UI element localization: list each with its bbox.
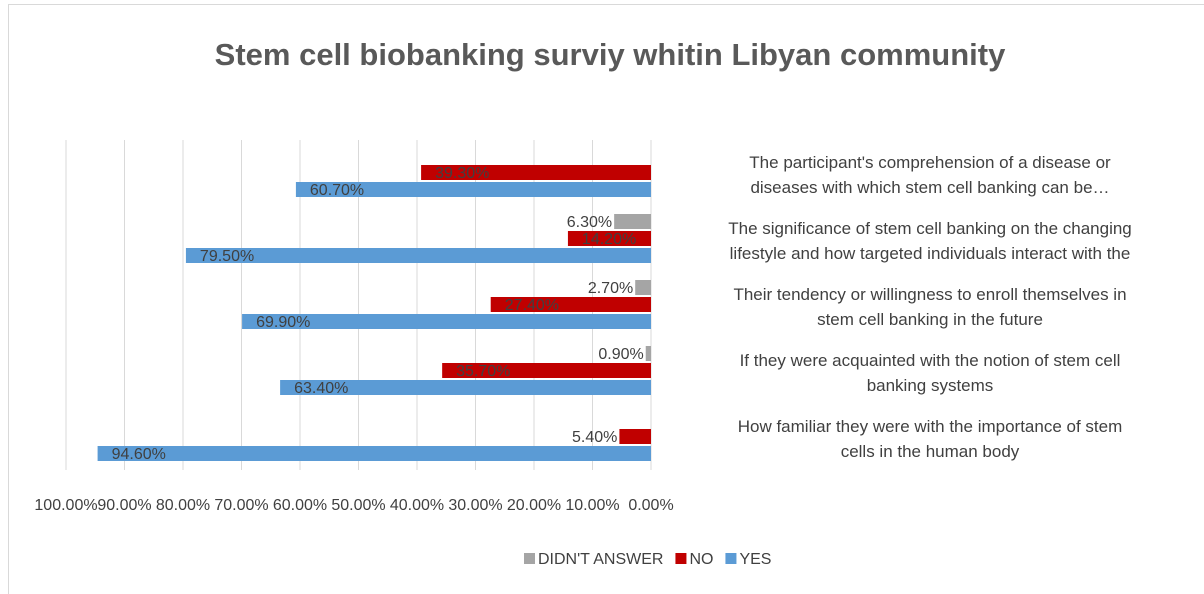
value-label: 0.90%: [598, 346, 643, 363]
bar: [97, 446, 652, 461]
legend-swatch: [524, 553, 535, 564]
value-label: 5.40%: [572, 429, 617, 446]
value-label: 60.70%: [310, 182, 364, 199]
x-tick-label: 90.00%: [97, 497, 151, 514]
bar: [442, 363, 651, 378]
x-tick-label: 60.00%: [273, 497, 327, 514]
bar: [619, 429, 651, 444]
legend-swatch: [725, 553, 737, 564]
category-label: Their tendency or willingness to enroll …: [733, 285, 1127, 329]
value-label: 63.40%: [294, 380, 348, 397]
bar: [185, 248, 652, 263]
legend-label: DIDN'T ANSWER: [538, 551, 663, 568]
value-label: 39.30%: [435, 165, 489, 182]
legend-swatch: [675, 553, 687, 564]
x-tick-label: 100.00%: [34, 497, 97, 514]
category-label: The significance of stem cell banking on…: [728, 219, 1132, 263]
bar: [421, 165, 651, 180]
bar: [645, 346, 651, 361]
bar: [280, 380, 651, 395]
category-label: How familiar they were with the importan…: [737, 417, 1123, 461]
x-tick-label: 70.00%: [214, 497, 268, 514]
bar: [567, 231, 651, 246]
category-label: If they were acquainted with the notion …: [739, 351, 1121, 395]
x-tick-label: 0.00%: [628, 497, 673, 514]
value-label: 94.60%: [112, 446, 166, 463]
x-tick-label: 50.00%: [331, 497, 385, 514]
value-label: 79.50%: [200, 248, 254, 265]
legend-label: NO: [689, 551, 713, 568]
bar: [295, 182, 651, 197]
value-label: 2.70%: [588, 280, 633, 297]
value-label: 69.90%: [256, 314, 310, 331]
bar: [614, 214, 651, 229]
value-label: 6.30%: [567, 214, 612, 231]
legend-label: YES: [739, 551, 771, 568]
value-label: 35.70%: [456, 363, 510, 380]
x-tick-label: 30.00%: [448, 497, 502, 514]
value-label: 14.20%: [582, 231, 636, 248]
chart-title: Stem cell biobanking surviy whitin Libya…: [214, 37, 1006, 72]
value-label: 27.40%: [505, 297, 559, 314]
chart-frame: [8, 4, 1204, 594]
x-tick-label: 10.00%: [565, 497, 619, 514]
x-tick-label: 80.00%: [156, 497, 210, 514]
bar: [242, 314, 651, 329]
category-label: The participant's comprehension of a dis…: [749, 153, 1111, 197]
bar: [635, 280, 651, 295]
bar: [490, 297, 651, 312]
x-tick-label: 20.00%: [507, 497, 561, 514]
x-tick-label: 40.00%: [390, 497, 444, 514]
